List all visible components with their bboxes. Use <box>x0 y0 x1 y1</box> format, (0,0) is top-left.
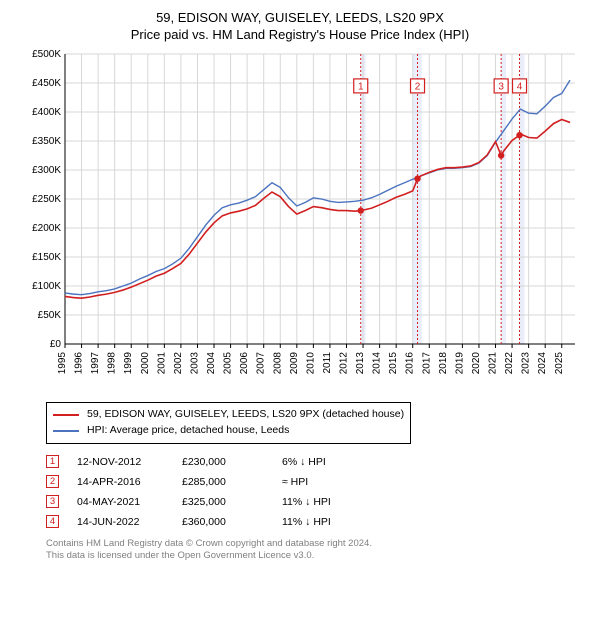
svg-text:£250K: £250K <box>32 194 61 205</box>
table-row: 1 12-NOV-2012£230,0006% ↓ HPI <box>46 452 592 472</box>
sale-vs-hpi: 11% ↓ HPI <box>282 496 402 508</box>
svg-text:1996: 1996 <box>74 352 85 375</box>
sale-marker: 3 <box>46 495 59 508</box>
chart-title-address: 59, EDISON WAY, GUISELEY, LEEDS, LS20 9P… <box>8 10 592 25</box>
sale-date: 14-JUN-2022 <box>77 516 182 528</box>
svg-text:2005: 2005 <box>223 352 234 375</box>
svg-text:2006: 2006 <box>239 352 250 375</box>
sale-price: £230,000 <box>182 456 282 468</box>
sale-marker: 1 <box>46 455 59 468</box>
table-row: 2 14-APR-2016£285,000≈ HPI <box>46 472 592 492</box>
svg-text:4: 4 <box>517 81 523 92</box>
svg-text:2009: 2009 <box>289 352 300 375</box>
attribution: Contains HM Land Registry data © Crown c… <box>46 538 592 563</box>
svg-text:£150K: £150K <box>32 252 61 263</box>
svg-text:1: 1 <box>358 81 364 92</box>
svg-text:2020: 2020 <box>471 352 482 375</box>
svg-text:2021: 2021 <box>488 352 499 375</box>
legend-row: HPI: Average price, detached house, Leed… <box>53 423 404 439</box>
sale-marker: 2 <box>46 475 59 488</box>
svg-text:1998: 1998 <box>107 352 118 375</box>
svg-text:2010: 2010 <box>305 352 316 375</box>
svg-text:2000: 2000 <box>140 352 151 375</box>
svg-text:2: 2 <box>415 81 421 92</box>
svg-text:2014: 2014 <box>372 352 383 375</box>
table-row: 3 04-MAY-2021£325,00011% ↓ HPI <box>46 492 592 512</box>
sale-date: 14-APR-2016 <box>77 476 182 488</box>
svg-text:£50K: £50K <box>38 310 62 321</box>
sale-price: £285,000 <box>182 476 282 488</box>
svg-text:£450K: £450K <box>32 78 61 89</box>
legend: 59, EDISON WAY, GUISELEY, LEEDS, LS20 9P… <box>46 402 411 444</box>
svg-text:2011: 2011 <box>322 352 333 374</box>
svg-text:2008: 2008 <box>272 352 283 375</box>
sale-vs-hpi: 11% ↓ HPI <box>282 516 402 528</box>
svg-text:£500K: £500K <box>32 49 61 60</box>
legend-row: 59, EDISON WAY, GUISELEY, LEEDS, LS20 9P… <box>53 407 404 423</box>
attribution-line: Contains HM Land Registry data © Crown c… <box>46 538 592 550</box>
svg-text:2001: 2001 <box>156 352 167 375</box>
sales-table: 1 12-NOV-2012£230,0006% ↓ HPI 2 14-APR-2016… <box>46 452 592 532</box>
sale-vs-hpi: 6% ↓ HPI <box>282 456 402 468</box>
svg-text:1995: 1995 <box>57 352 68 375</box>
sale-vs-hpi: ≈ HPI <box>282 476 402 488</box>
sale-date: 04-MAY-2021 <box>77 496 182 508</box>
svg-text:2018: 2018 <box>438 352 449 375</box>
svg-text:2024: 2024 <box>537 352 548 375</box>
svg-text:£0: £0 <box>50 339 62 350</box>
svg-text:3: 3 <box>498 81 504 92</box>
svg-text:2003: 2003 <box>189 352 200 375</box>
svg-text:1997: 1997 <box>90 352 101 375</box>
legend-label: HPI: Average price, detached house, Leed… <box>87 423 289 439</box>
svg-text:1999: 1999 <box>123 352 134 375</box>
svg-text:2017: 2017 <box>421 352 432 375</box>
svg-text:£200K: £200K <box>32 223 61 234</box>
svg-text:2019: 2019 <box>454 352 465 375</box>
svg-text:2013: 2013 <box>355 352 366 375</box>
svg-text:2007: 2007 <box>256 352 267 375</box>
sale-date: 12-NOV-2012 <box>77 456 182 468</box>
svg-text:2023: 2023 <box>521 352 532 375</box>
svg-text:2025: 2025 <box>554 352 565 375</box>
svg-text:2015: 2015 <box>388 352 399 375</box>
sale-marker: 4 <box>46 515 59 528</box>
svg-text:£400K: £400K <box>32 107 61 118</box>
svg-text:2012: 2012 <box>338 352 349 375</box>
svg-text:2016: 2016 <box>405 352 416 375</box>
chart-title-subtitle: Price paid vs. HM Land Registry's House … <box>8 27 592 42</box>
price-chart: £0 £50K £100K £150K £200K £250K £300K £350K £400… <box>20 46 580 396</box>
sale-price: £360,000 <box>182 516 282 528</box>
svg-text:£100K: £100K <box>32 281 61 292</box>
svg-text:2022: 2022 <box>504 352 515 375</box>
svg-text:£350K: £350K <box>32 136 61 147</box>
legend-swatch <box>53 430 79 432</box>
svg-text:2002: 2002 <box>173 352 184 375</box>
table-row: 4 14-JUN-2022£360,00011% ↓ HPI <box>46 512 592 532</box>
attribution-line: This data is licensed under the Open Gov… <box>46 550 592 562</box>
legend-label: 59, EDISON WAY, GUISELEY, LEEDS, LS20 9P… <box>87 407 404 423</box>
legend-swatch <box>53 414 79 416</box>
sale-price: £325,000 <box>182 496 282 508</box>
svg-text:2004: 2004 <box>206 352 217 375</box>
svg-text:£300K: £300K <box>32 165 61 176</box>
